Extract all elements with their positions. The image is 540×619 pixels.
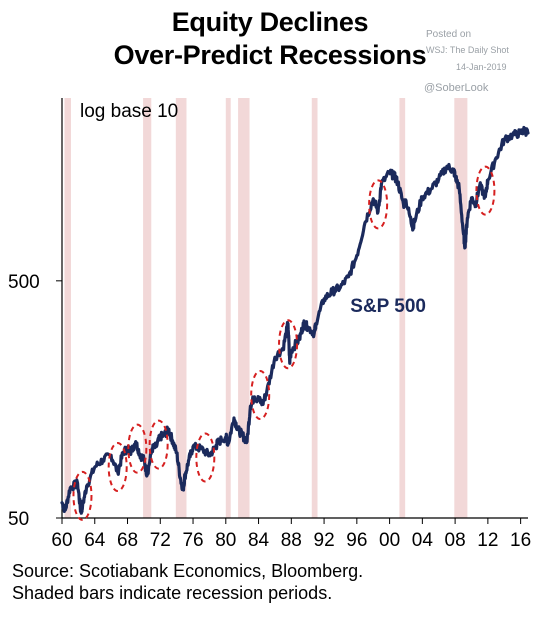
x-tick-label: 12 <box>477 530 498 551</box>
watermark-date: 14-Jan-2019 <box>456 62 507 72</box>
y-tick-label: 500 <box>8 272 40 293</box>
x-tick-label: 80 <box>215 530 236 551</box>
decline-marker <box>148 419 169 470</box>
decline-marker <box>72 470 93 521</box>
x-tick-label: 76 <box>182 530 203 551</box>
recession-bar <box>399 98 406 518</box>
log-scale-note: log base 10 <box>80 101 178 122</box>
axes: 60 64 68 72 76 80 84 88 92 96 00 04 08 12 16 50 500 <box>8 98 531 551</box>
x-tick-label: 60 <box>51 530 72 551</box>
recession-bars <box>64 98 468 518</box>
decline-marker <box>250 370 271 421</box>
source-line-2: Shaded bars indicate recession periods. <box>12 583 333 603</box>
x-tick-label: 00 <box>379 530 400 551</box>
decline-marker <box>278 319 299 370</box>
source-note: Source: Scotiabank Economics, Bloomberg.… <box>12 560 363 604</box>
watermark-handle: @SoberLook <box>424 82 489 94</box>
chart-title-line-2: Over-Predict Recessions <box>113 40 427 70</box>
watermark-posted-on: Posted on <box>426 29 472 40</box>
recession-bar <box>64 98 72 518</box>
x-tick-label: 72 <box>150 530 171 551</box>
recession-bar <box>454 98 468 518</box>
decline-markers <box>72 165 496 521</box>
decline-marker <box>195 432 216 483</box>
series-line-sp500 <box>60 125 530 515</box>
x-tick-label: 64 <box>84 530 106 551</box>
series-label: S&P 500 <box>350 296 426 317</box>
chart-title-line-1: Equity Declines <box>171 7 369 37</box>
chart-labels: S&P 500 log base 10 <box>80 101 426 317</box>
y-tick-label: 50 <box>8 509 29 530</box>
decline-marker <box>107 442 128 493</box>
recession-bar <box>238 98 250 518</box>
recession-bar <box>143 98 152 518</box>
x-tick-label: 04 <box>412 530 434 551</box>
recession-bar <box>175 98 187 518</box>
watermark-source: WSJ: The Daily Shot <box>426 45 509 55</box>
x-tick-label: 68 <box>117 530 138 551</box>
x-tick-label: 96 <box>346 530 367 551</box>
decline-marker <box>127 423 148 474</box>
source-line-1: Source: Scotiabank Economics, Bloomberg. <box>12 561 364 581</box>
x-tick-label: 84 <box>248 530 270 551</box>
series-layer <box>60 125 530 515</box>
x-tick-label: 88 <box>281 530 302 551</box>
recession-bar <box>311 98 318 518</box>
chart-title: Equity Declines Over-Predict Recessions <box>0 6 540 72</box>
recession-bar <box>225 98 231 518</box>
decline-marker <box>368 179 389 230</box>
x-tick-label: 16 <box>510 530 531 551</box>
x-tick-label: 08 <box>445 530 466 551</box>
decline-marker <box>475 165 496 216</box>
x-tick-label: 92 <box>314 530 335 551</box>
